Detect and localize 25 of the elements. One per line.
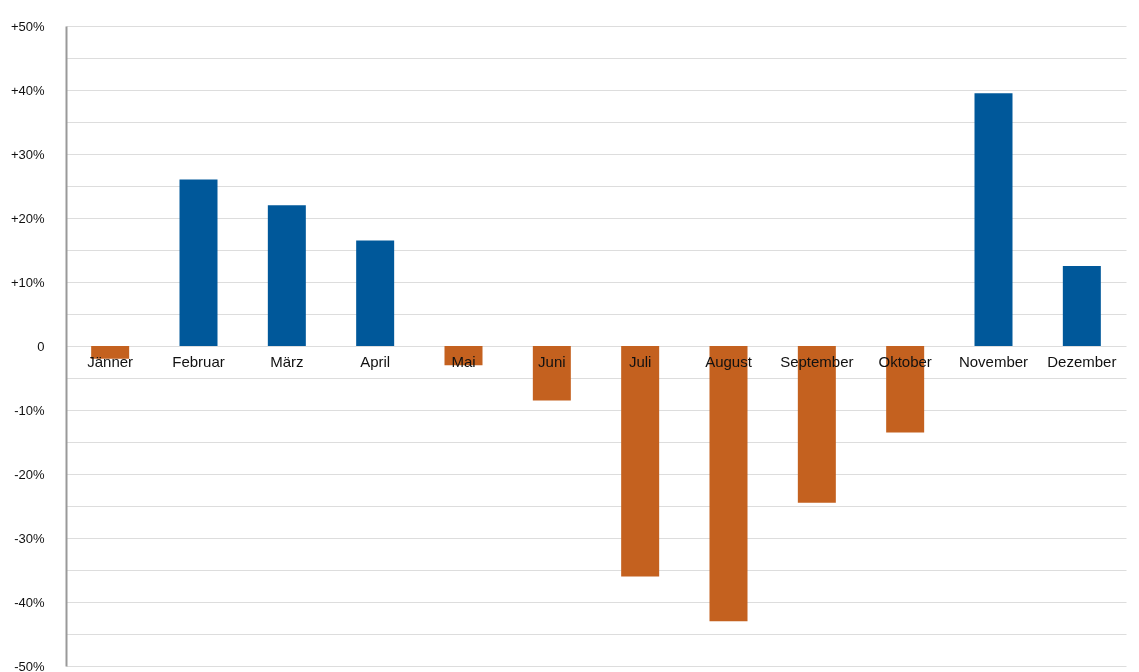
- y-tick-label: -50%: [14, 658, 45, 672]
- bar: [356, 240, 395, 346]
- x-tick-label: Dezember: [1047, 352, 1117, 370]
- y-tick-label: +40%: [10, 82, 45, 98]
- x-tick-label: Juli: [628, 352, 652, 370]
- y-tick-label: -20%: [14, 466, 45, 482]
- x-tick-label: Februar: [172, 352, 225, 370]
- y-tick-label: -10%: [14, 402, 45, 418]
- bar: [1062, 266, 1101, 346]
- x-tick-label: März: [270, 352, 304, 370]
- y-tick-label: +30%: [10, 146, 45, 162]
- x-tick-label: April: [360, 352, 391, 370]
- bar: [532, 346, 571, 401]
- x-tick-label: November: [958, 352, 1029, 370]
- y-tick-label: +50%: [10, 18, 45, 34]
- y-tick-label: -30%: [14, 530, 45, 546]
- bar: [621, 346, 660, 577]
- bar: [179, 179, 218, 346]
- y-tick-label: 0: [37, 338, 45, 354]
- bar: [974, 93, 1013, 346]
- x-tick-label: Juni: [538, 352, 566, 370]
- y-tick-label: +10%: [10, 274, 45, 290]
- y-tick-label: -40%: [14, 594, 45, 610]
- bar: [267, 205, 306, 346]
- y-tick-label: +20%: [10, 210, 45, 226]
